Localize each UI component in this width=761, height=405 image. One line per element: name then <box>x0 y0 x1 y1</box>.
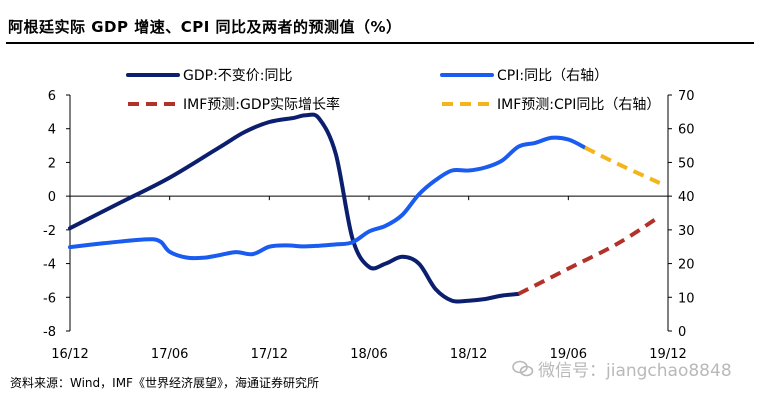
legend-label-imf_gdp: IMF预测:GDP实际增长率 <box>183 96 340 113</box>
y-right-tick-label: 50 <box>678 156 695 171</box>
y-left-tick-label: -4 <box>43 258 56 273</box>
legend-label-imf_cpi: IMF预测:CPI同比（右轴） <box>497 97 660 113</box>
watermark-text: 微信号：jiangchao8848 <box>538 361 732 381</box>
x-tick-label: 17/12 <box>251 347 288 362</box>
series-line-imf_cpi <box>584 145 661 185</box>
legend-label-gdp: GDP:不变价:同比 <box>183 68 293 84</box>
y-right-tick-label: 70 <box>678 89 695 104</box>
x-tick-label: 19/06 <box>550 347 587 362</box>
series-line-cpi <box>68 135 587 261</box>
wechat-icon <box>512 360 534 376</box>
y-left-tick-label: 2 <box>48 156 56 171</box>
y-left-tick-label: 0 <box>48 190 56 205</box>
y-right-tick-label: 40 <box>678 190 695 205</box>
source-note: 资料来源：Wind，IMF《世界经济展望》，海通证券研究所 <box>10 376 319 390</box>
y-left-tick-label: 6 <box>48 89 56 104</box>
y-left-tick-label: 4 <box>48 123 56 138</box>
y-right-tick-label: 10 <box>678 291 695 306</box>
series-line-gdp <box>68 112 521 304</box>
y-left-tick-label: -2 <box>43 224 56 239</box>
chart-legend: GDP:不变价:同比 CPI:同比（右轴） IMF预测:GDP实际增长率 IMF预测:… <box>126 68 660 113</box>
x-tick-label: 18/12 <box>450 347 487 362</box>
x-tick-label: 16/12 <box>51 347 88 362</box>
x-tick-label: 19/12 <box>649 347 686 362</box>
chart-title: 阿根廷实际 GDP 增速、CPI 同比及两者的预测值（%） <box>8 18 402 36</box>
chart-series <box>68 112 661 304</box>
x-tick-label: 17/06 <box>151 347 188 362</box>
title-divider <box>6 42 754 44</box>
y-right-tick-label: 0 <box>678 325 686 340</box>
y-right-tick-label: 30 <box>678 224 695 239</box>
y-right-tick-label: 20 <box>678 258 695 273</box>
x-tick-label: 18/06 <box>350 347 387 362</box>
legend-label-cpi: CPI:同比（右轴） <box>497 68 608 84</box>
y-right-tick-label: 60 <box>678 123 695 138</box>
y-left-tick-label: -6 <box>43 291 56 306</box>
y-left-tick-label: -8 <box>43 325 56 340</box>
watermark: 微信号：jiangchao8848 <box>512 356 732 381</box>
series-line-imf_gdp <box>517 214 661 296</box>
